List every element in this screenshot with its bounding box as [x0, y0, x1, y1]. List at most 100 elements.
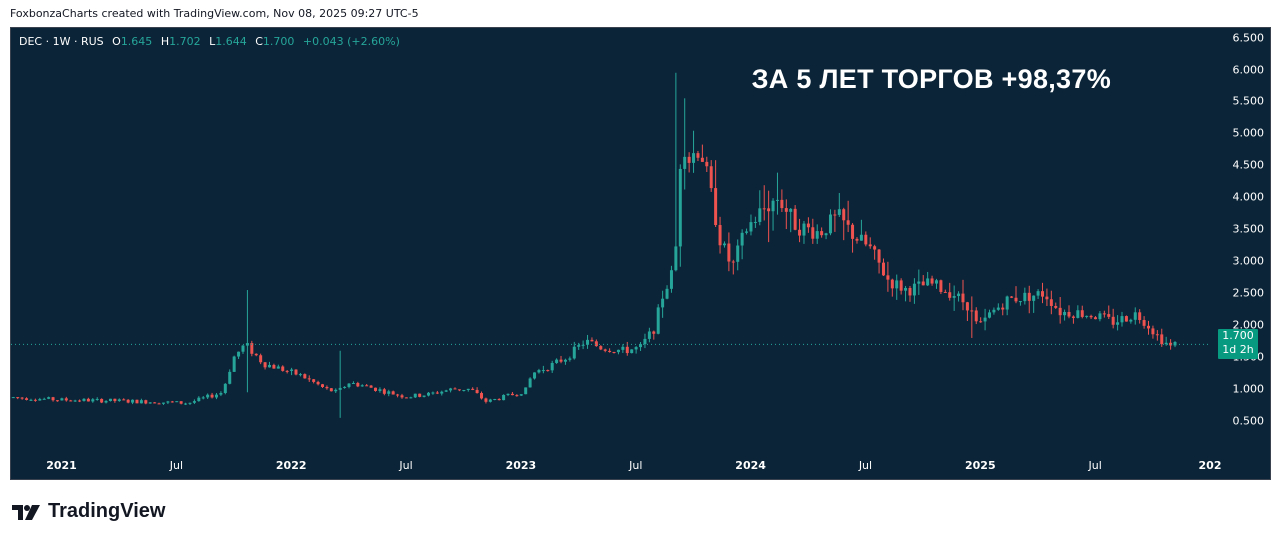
candle-body [939, 280, 943, 292]
candle-body [683, 156, 687, 169]
candle-body [276, 366, 280, 369]
candle-body [709, 166, 713, 189]
candle-body [431, 392, 435, 394]
candle-body [740, 232, 744, 246]
y-tick-label: 4.500 [1232, 158, 1265, 172]
candle-body [201, 397, 205, 399]
candle-body [753, 221, 757, 223]
x-tick-label: Jul [169, 459, 184, 472]
candle-body [904, 287, 908, 291]
legend-close-key: C [255, 35, 263, 48]
candle-body [82, 398, 86, 401]
x-tick-label: Jul [399, 459, 413, 472]
candle-body [528, 378, 532, 388]
candle-body [480, 393, 484, 399]
candle-body [285, 370, 289, 372]
candle-body [206, 394, 210, 398]
candle-body [1094, 317, 1098, 320]
candle-body [965, 302, 969, 311]
candle-body [188, 402, 192, 404]
candle-body [374, 387, 378, 391]
candle-body [144, 400, 148, 404]
x-tick-label: 202 [1198, 459, 1222, 472]
candle-body [1151, 328, 1155, 335]
last-price-label: 1.700 1d 2h [1218, 329, 1258, 360]
candle-body [1138, 312, 1142, 321]
candle-body [784, 208, 788, 212]
candle-body [1164, 342, 1168, 345]
candle-body [837, 209, 841, 215]
candle-body [780, 199, 784, 209]
candle-body [422, 395, 426, 397]
candle-body [820, 231, 824, 236]
candle-body [166, 401, 170, 403]
candle-body [347, 383, 351, 387]
candle-body [387, 391, 391, 394]
legend-open-key: O [112, 35, 121, 48]
candle-body [824, 233, 828, 236]
candle-body [55, 400, 59, 402]
candle-body [851, 224, 855, 239]
candle-body [855, 238, 859, 241]
candle-body [1032, 295, 1036, 301]
candle-body [1058, 307, 1062, 316]
candle-body [11, 397, 15, 399]
candle-body [131, 399, 135, 403]
candle-body [382, 389, 386, 394]
time-axis[interactable]: 2021 Jul 2022 Jul 2023 Jul 2024 Jul 2025 Jul 202 [11, 453, 1221, 479]
chart-headline: ЗА 5 ЛЕТ ТОРГОВ +98,37% [751, 64, 1111, 94]
candle-body [572, 346, 576, 359]
candle-body [157, 403, 161, 405]
candle-body [934, 280, 938, 284]
candle-body [241, 345, 245, 352]
candle-body [449, 388, 453, 391]
candle-body [91, 399, 95, 402]
candle-body [714, 188, 718, 226]
legend-low-key: L [209, 35, 216, 48]
candle-body [1107, 314, 1111, 317]
legend-close: 1.700 [262, 35, 295, 48]
candle-body [493, 399, 497, 401]
candle-body [846, 220, 850, 225]
candle-body [228, 371, 232, 384]
candle-body [312, 379, 316, 382]
candle-body [1036, 291, 1040, 296]
legend-open: 1.645 [120, 35, 153, 48]
x-tick-label: Jul [1088, 459, 1102, 472]
candle-body [1063, 311, 1067, 316]
candle-body [630, 349, 634, 354]
price-axis[interactable]: 6.500 6.000 5.500 5.000 4.500 4.000 3.500 3.000… [1210, 28, 1270, 479]
candle-body [979, 321, 983, 323]
candle-body [497, 399, 501, 401]
legend-change: +0.043 (+2.60%) [302, 35, 400, 48]
candle-body [219, 393, 223, 395]
candle-body [1041, 291, 1045, 297]
candle-body [184, 403, 188, 405]
candle-body [1027, 292, 1031, 301]
candle-body [51, 397, 55, 401]
candle-body [113, 398, 117, 402]
candle-body [678, 168, 682, 247]
candle-body [1049, 299, 1053, 306]
candle-body [214, 394, 218, 398]
x-tick-label: 2022 [275, 459, 307, 472]
candle-body [237, 351, 241, 357]
candle-body [895, 280, 899, 289]
candle-body [1098, 313, 1102, 320]
candle-body [1116, 322, 1120, 325]
candle-body [259, 355, 263, 363]
x-tick-label: 2021 [46, 459, 77, 472]
plot-area[interactable]: DEC · 1W · RUS O1.645 H1.702 L1.644 C1.7… [11, 28, 1210, 453]
candle-body [47, 397, 51, 399]
candle-body [290, 369, 294, 371]
candle-body [1071, 316, 1075, 318]
candle-body [926, 278, 930, 286]
candle-body [100, 398, 104, 403]
tradingview-footer[interactable]: TradingView [12, 500, 165, 523]
x-tick-label: 2025 [964, 459, 996, 472]
candle-body [952, 296, 956, 298]
candle-body [179, 401, 183, 404]
candle-body [908, 287, 912, 296]
candle-body [515, 395, 519, 397]
candle-body [1067, 311, 1071, 317]
